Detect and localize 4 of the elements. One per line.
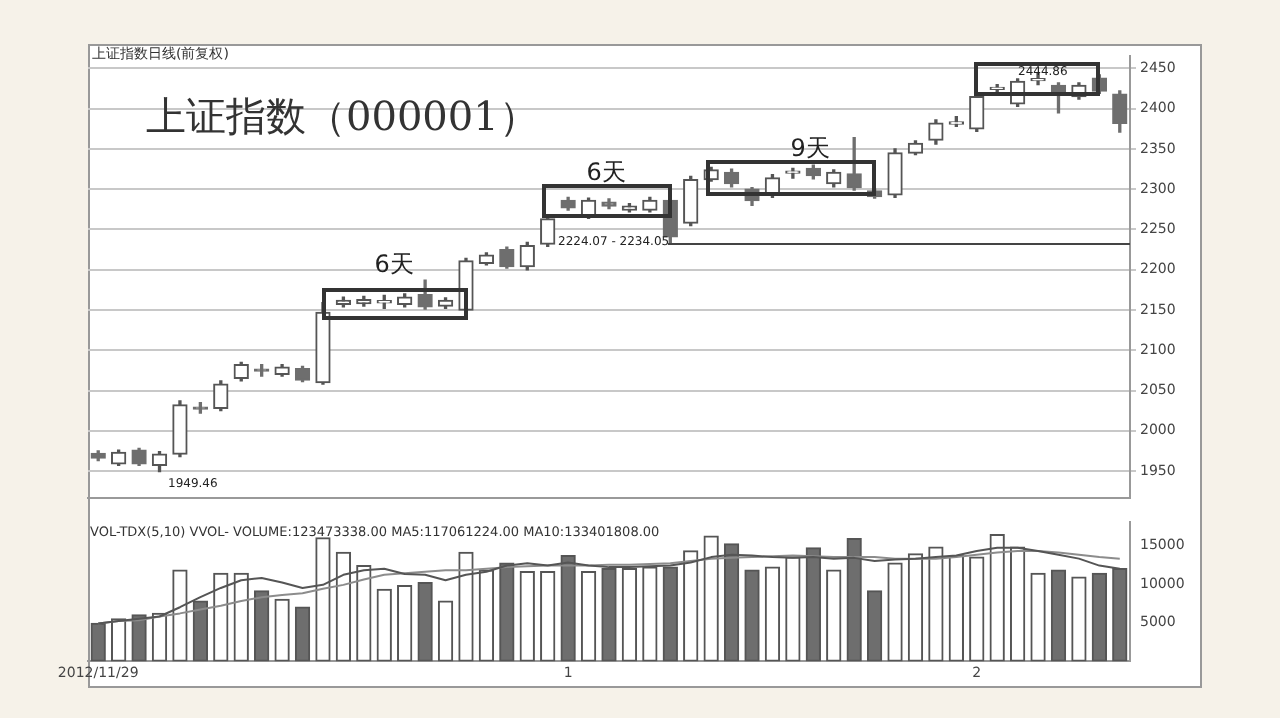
annotation: 9天 [790,134,830,163]
annotation: 6天 [586,158,626,187]
annotation: 6天 [374,250,414,279]
text: 上证指数（000001） [146,92,539,141]
